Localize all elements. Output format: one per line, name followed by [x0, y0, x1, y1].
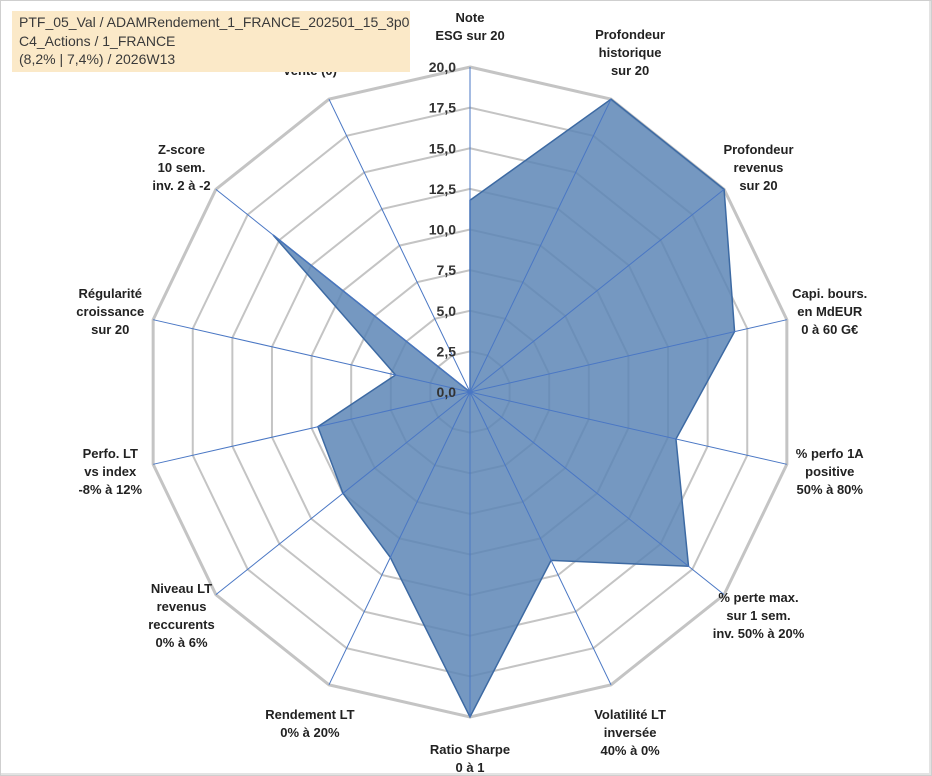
axis-label-line: sur 1 sem. — [726, 608, 790, 623]
axis-label: Volatilité LT inversée 40% à 0% — [594, 707, 666, 758]
axis-label-line: revenus — [157, 599, 207, 614]
axis-spoke — [328, 391, 471, 686]
axis-label: Perfo. LT vs index -8% à 12% — [78, 446, 142, 497]
axis-label: Profondeur revenus sur 20 — [723, 142, 793, 193]
axis-label-line: sur 20 — [611, 63, 649, 78]
axis-label-line: inv. 50% à 20% — [713, 626, 805, 641]
axis-label-line: -8% à 12% — [78, 482, 142, 497]
axis-label: Niveau LT revenus reccurents 0% à 6% — [148, 581, 214, 650]
axis-label-line: Rendement LT — [265, 707, 354, 722]
axis-spoke — [469, 391, 612, 686]
tick-label: 7,5 — [437, 262, 457, 278]
portfolio-name: PTF_05_Val / ADAMRendement_1_FRANCE_2025… — [19, 14, 410, 30]
axis-label-line: Profondeur — [723, 142, 793, 157]
axis-label-line: en MdEUR — [797, 304, 863, 319]
axis-label-line: Régularité — [78, 286, 142, 301]
axis-label-line: vs index — [84, 464, 137, 479]
axis-label: Ratio Sharpe 0 à 1 — [430, 742, 510, 775]
axis-label: Profondeur historique sur 20 — [595, 27, 665, 78]
axis-label-line: 0 à 1 — [456, 760, 485, 775]
axis-spoke — [153, 319, 471, 393]
tick-label: 10,0 — [429, 222, 456, 238]
asset-class: C4_Actions / 1_FRANCE — [19, 32, 176, 49]
tick-label: 5,0 — [437, 303, 457, 319]
axis-label-line: % perte max. — [718, 590, 798, 605]
axis-label-line: 0% à 6% — [155, 635, 207, 650]
axis-label-line: Volatilité LT — [594, 707, 666, 722]
axis-label-line: croissance — [76, 304, 144, 319]
axis-label: Régularité croissance sur 20 — [76, 286, 144, 337]
tick-label: 20,0 — [429, 59, 456, 75]
axis-label-line: 50% à 80% — [796, 482, 863, 497]
tick-label: 17,5 — [429, 100, 456, 116]
axis-spoke — [328, 98, 471, 393]
axis-label-line: Profondeur — [595, 27, 665, 42]
axis-label-line: Z-score — [158, 142, 205, 157]
axis-label-line: Niveau LT — [151, 581, 212, 596]
axis-label-line: positive — [805, 464, 854, 479]
axis-label-line: 10 sem. — [158, 160, 206, 175]
axis-label: % perte max. sur 1 sem. inv. 50% à 20% — [713, 590, 805, 641]
axis-label-line: sur 20 — [739, 178, 777, 193]
axis-spoke — [469, 319, 787, 393]
axis-label-line: ESG sur 20 — [435, 28, 504, 43]
axis-label-line: revenus — [734, 160, 784, 175]
axis-label-line: 0% à 20% — [280, 725, 340, 740]
axis-label: Note ESG sur 20 — [435, 10, 504, 43]
radial-tick-labels: 0,0 2,5 5,0 7,5 10,0 12,5 15,0 17,5 20,0 — [153, 59, 787, 717]
axis-label: Z-score 10 sem. inv. 2 à -2 — [152, 142, 210, 193]
axis-spoke — [469, 391, 787, 465]
performance-week: (8,2% | 7,4%) / 2026W13 — [19, 51, 176, 67]
tick-label: 12,5 — [429, 181, 456, 197]
portfolio-info-box: PTF_05_Val / ADAMRendement_1_FRANCE_2025… — [12, 11, 410, 72]
tick-label: 15,0 — [429, 140, 456, 156]
radar-series — [272, 98, 736, 719]
axis-label: Rendement LT 0% à 20% — [265, 707, 354, 740]
axis-label-line: reccurents — [148, 617, 214, 632]
axis-label-line: 40% à 0% — [600, 743, 660, 758]
axis-label-line: Ratio Sharpe — [430, 742, 510, 757]
axis-spoke — [215, 188, 471, 393]
axis-label-line: sur 20 — [91, 322, 129, 337]
axis-label-line: historique — [599, 45, 662, 60]
axis-spoke — [215, 391, 471, 596]
series-area — [272, 98, 736, 719]
axis-spoke — [153, 391, 471, 465]
axis-spoke — [469, 391, 725, 596]
axis-label-line: 0 à 60 G€ — [801, 322, 858, 337]
axis-spoke — [469, 98, 612, 393]
axis-label-line: inv. 2 à -2 — [152, 178, 210, 193]
axis-spoke — [469, 188, 725, 393]
tick-label: 0,0 — [437, 384, 457, 400]
axis-label-line: % perfo 1A — [796, 446, 865, 461]
axis-label-line: inversée — [604, 725, 657, 740]
axis-label: % perfo 1A positive 50% à 80% — [796, 446, 865, 497]
axis-label-line: Note — [456, 10, 485, 25]
axis-label-line: Capi. bours. — [792, 286, 867, 301]
axis-label: Capi. bours. en MdEUR 0 à 60 G€ — [792, 286, 867, 337]
axis-label-line: Perfo. LT — [83, 446, 138, 461]
tick-label: 2,5 — [437, 343, 457, 359]
